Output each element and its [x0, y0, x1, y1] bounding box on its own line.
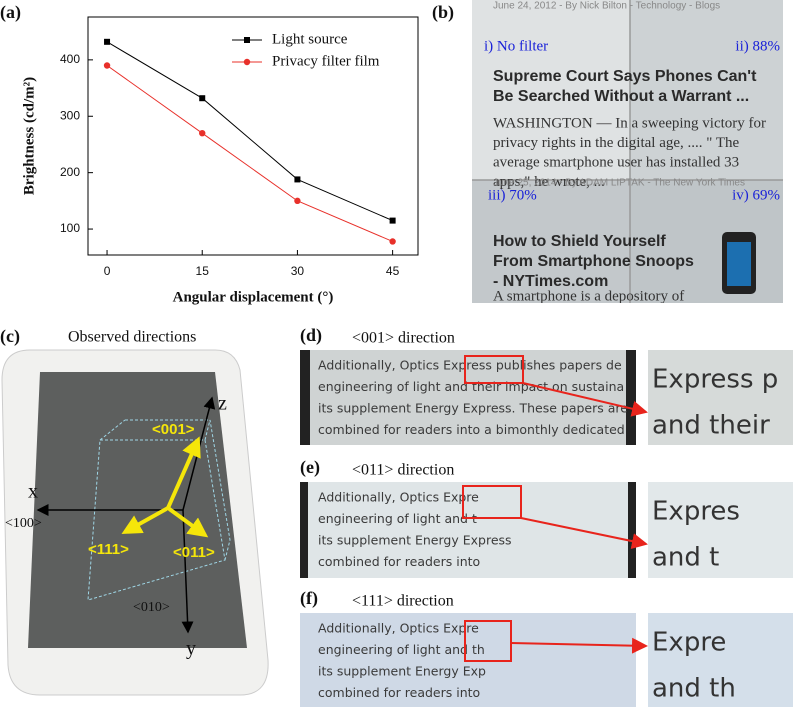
label: iii) 70%: [488, 187, 537, 203]
label: x: [28, 481, 38, 503]
label: <001> direction: [352, 330, 455, 347]
x-tick-label: 0: [104, 264, 111, 278]
label: Additionally, Optics Expre: [318, 490, 479, 505]
label: Additionally, Optics Express publishes p…: [318, 358, 622, 373]
label: its supplement Energy Exp: [318, 664, 486, 679]
label: (b): [432, 2, 454, 23]
label: Additionally, Optics Expre: [318, 621, 479, 636]
label: A smartphone is a depository of: [493, 288, 684, 304]
point: [294, 176, 300, 182]
x-tick-label: 15: [196, 264, 210, 278]
label: From Smartphone Snoops: [493, 253, 694, 270]
x-tick-label: 30: [291, 264, 305, 278]
label: privacy rights in the digital age, .... …: [493, 135, 740, 151]
label: its supplement Energy Express: [318, 533, 512, 548]
point: [390, 218, 396, 224]
point: [104, 62, 110, 68]
label: and th: [652, 674, 736, 704]
label: (f): [300, 588, 318, 609]
y-tick-label: 200: [60, 165, 80, 179]
x-axis-label: Angular displacement (°): [173, 289, 334, 305]
label: iv) 69%: [732, 187, 780, 203]
label: and their: [652, 411, 770, 441]
point: [104, 39, 110, 45]
label: ii) 88%: [735, 38, 780, 54]
label: (e): [300, 457, 320, 478]
label: <010>: [133, 600, 170, 615]
label: y: [186, 638, 196, 660]
label: (d): [300, 325, 322, 346]
label: <011> direction: [352, 462, 454, 479]
phone-diagram: [2, 350, 268, 695]
legend-entry: Light source: [272, 31, 348, 47]
x-tick-label: 45: [386, 264, 400, 278]
label: How to Shield Yourself: [493, 233, 666, 250]
point: [199, 130, 205, 136]
label: Expre: [652, 628, 726, 658]
label: engineering of light and their impact on…: [318, 379, 624, 394]
label: <011>: [173, 544, 215, 561]
label: combined for readers into: [318, 685, 480, 700]
label: Expres: [652, 497, 740, 527]
y-tick-label: 300: [60, 108, 80, 122]
label: (c): [0, 326, 20, 347]
point: [199, 95, 205, 101]
label: combined for readers into: [318, 554, 480, 569]
label: <111> direction: [352, 593, 454, 610]
label: <111>: [88, 541, 129, 558]
label: its supplement Energy Express. These pap…: [318, 401, 628, 416]
point: [294, 198, 300, 204]
label: i) No filter: [484, 38, 548, 54]
label: z: [218, 393, 227, 415]
label: (a): [0, 2, 21, 23]
label: Supreme Court Says Phones Can't: [493, 68, 757, 85]
label: WASHINGTON — In a sweeping victory for: [493, 115, 766, 131]
label: average smartphone user has installed 33: [493, 154, 739, 170]
label: Be Searched Without a Warrant ...: [493, 88, 749, 105]
label: combined for readers into a bimonthly de…: [318, 422, 625, 437]
label: <100>: [5, 516, 42, 531]
legend-marker: [244, 59, 250, 65]
label: engineering of light and th: [318, 642, 485, 657]
y-tick-label: 400: [60, 52, 80, 66]
y-tick-label: 100: [60, 221, 80, 235]
point: [389, 238, 395, 244]
series-line: [107, 66, 393, 242]
legend-entry: Privacy filter film: [272, 53, 380, 69]
label: Observed directions: [68, 329, 196, 346]
label: <001>: [152, 421, 195, 438]
label: and t: [652, 543, 719, 573]
y-axis-label: Brightness (cd/m²): [21, 77, 37, 195]
legend-marker: [244, 37, 250, 43]
label: June 24, 2012 - By Nick Bilton - Technol…: [493, 1, 720, 12]
label: Express p: [652, 365, 778, 395]
figure: June 24, 2012 - By Nick Bilton - Technol…: [0, 0, 793, 707]
label: engineering of light and t: [318, 511, 477, 526]
